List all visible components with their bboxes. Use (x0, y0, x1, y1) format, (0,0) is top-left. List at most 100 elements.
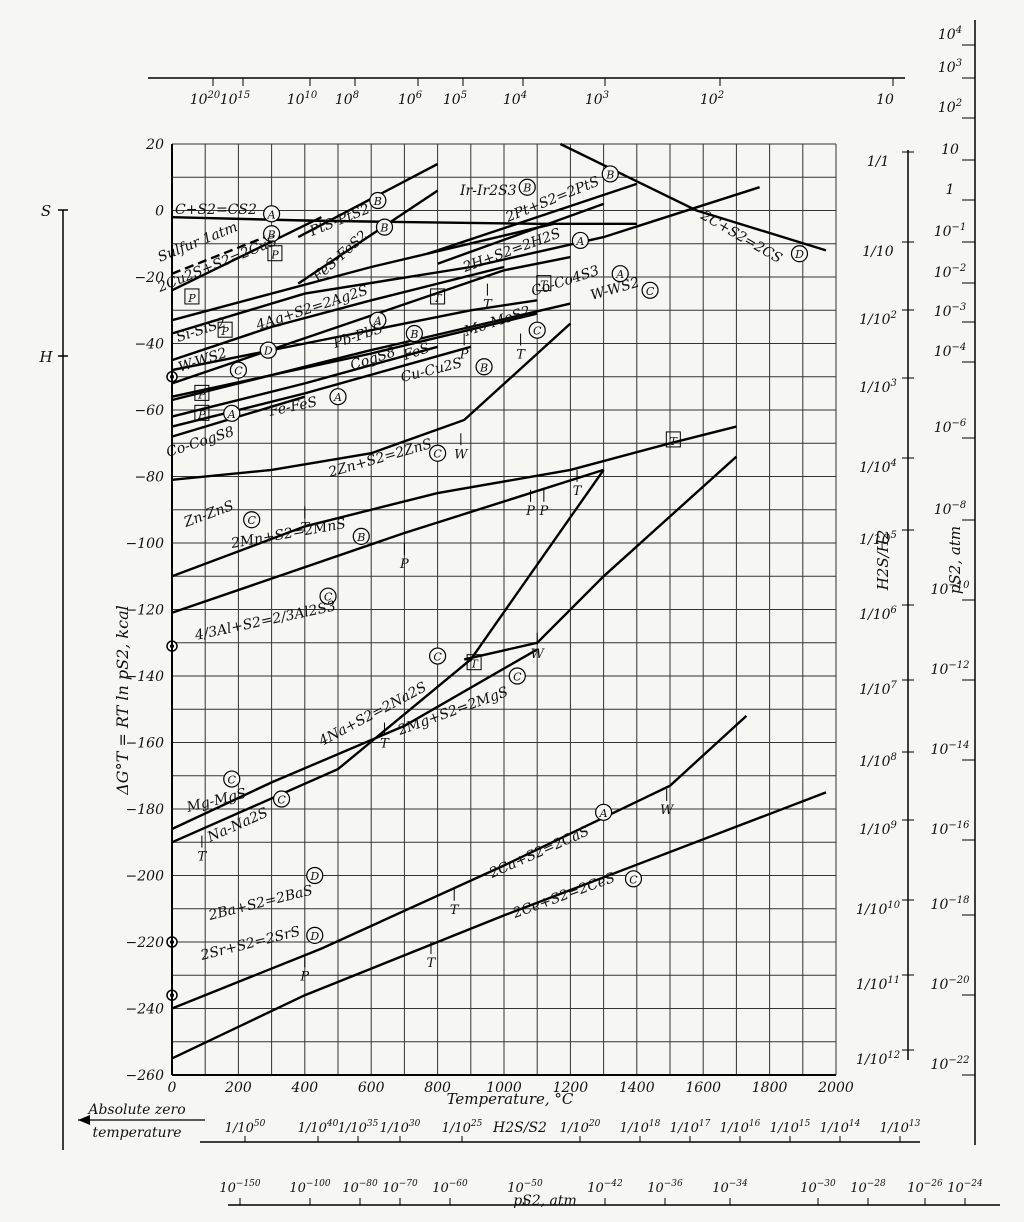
circled-letter: B (479, 361, 488, 374)
series-label: 2Ba+S2=2BaS (206, 883, 314, 925)
phase-marker: T (380, 737, 390, 752)
y-tick-label: −200 (126, 869, 165, 885)
top-scale-label: 108 (335, 90, 359, 108)
bottom-scale-h2s-label: 1/1030 (380, 1119, 421, 1136)
right-scale-h2s-label: 1/1011 (856, 975, 900, 993)
circled-letter-ring (641, 281, 659, 299)
top-scale-label: 106 (398, 90, 423, 108)
bottom-scale-h2s-label: 1/1020 (560, 1119, 601, 1136)
y-tick-label: 0 (155, 204, 164, 220)
right-scale-h2s-title: H2S/H2 (874, 530, 892, 592)
phase-marker: T (450, 903, 460, 918)
series-line (171, 469, 605, 844)
bottom-scale-ps2-label: 10−34 (712, 1179, 748, 1196)
bottom-scale-h2s-title: H2S/S2 (492, 1120, 547, 1136)
bottom-scale-h2s-label: 1/1016 (720, 1119, 761, 1136)
circled-letter-ring (594, 803, 613, 821)
phase-marker: W (660, 803, 675, 818)
right-scale-h2s-label: 1/1012 (856, 1050, 900, 1068)
circled-letter-ring (369, 191, 387, 210)
circled-letter: A (615, 268, 624, 281)
y-tick-label: −40 (134, 337, 164, 353)
circled-letter-ring (229, 361, 247, 379)
series-label: 2Ce+S2=2CeS (510, 870, 617, 922)
series-line (171, 255, 571, 385)
circled-letter-ring (405, 324, 423, 343)
right-scale-ps2-label: 1 (946, 182, 955, 198)
top-scale-label: 1015 (220, 90, 251, 108)
series-line (171, 216, 322, 292)
series-line (427, 182, 638, 255)
circled-letter-ring (369, 311, 387, 329)
top-scale-label: 103 (585, 90, 609, 108)
top-scale-label: 10 (876, 92, 894, 108)
x-tick-label: 800 (424, 1080, 451, 1096)
circled-letter-ring (624, 870, 643, 888)
series-label: Zn-ZnS (181, 498, 236, 531)
circled-letter-ring (790, 245, 809, 263)
circled-letter: C (324, 591, 333, 604)
x-axis-title: Temperature, °C (447, 1090, 574, 1108)
circled-letter: A (267, 208, 276, 221)
series-label: Si-SiS2 (174, 315, 228, 346)
bottom-scale-h2s-label: 1/1014 (820, 1119, 861, 1136)
circled-letter-ring (528, 321, 546, 339)
circled-letter: B (356, 531, 365, 544)
bottom-scale-h2s-label: 1/1018 (620, 1119, 661, 1136)
phase-marker: T (573, 484, 583, 499)
circled-letter-ring (375, 218, 394, 236)
boxed-marker: P (187, 292, 196, 305)
right-scale-ps2-label: 102 (938, 98, 962, 116)
phase-marker: P (525, 504, 535, 519)
series-line (171, 265, 505, 362)
series-line (297, 162, 439, 239)
circled-letter: C (513, 671, 522, 684)
x-tick-label: 400 (290, 1080, 318, 1096)
boxed-marker-frame (184, 288, 200, 305)
right-scale-h2s-label: 1/108 (859, 752, 897, 770)
circled-letter-ring (306, 926, 324, 944)
series-line (559, 142, 827, 252)
series-label: 4/3Al+S2=2/3Al2S3 (193, 598, 338, 644)
series-line (171, 345, 438, 418)
right-scale-ps2-label: 10−18 (931, 895, 970, 913)
x-tick-label: 2000 (817, 1080, 854, 1096)
circled-letter-ring (429, 647, 447, 665)
series-line (171, 186, 760, 335)
series-label: 2Sr+S2=2SrS (198, 924, 302, 964)
right-scale-ps2-label: 10 (941, 142, 959, 158)
series-line (171, 425, 737, 578)
boxed-marker-frame (430, 288, 446, 305)
circled-letter: B (267, 228, 276, 241)
x-tick-label: 1400 (619, 1080, 655, 1096)
right-scale-ps2-title: pS2, atm (946, 526, 964, 594)
right-scale-h2s-label: 1/1 (867, 154, 890, 170)
circled-letter-ring (263, 225, 281, 243)
x-tick-label: 0 (168, 1080, 177, 1096)
y-tick-label: −160 (126, 736, 165, 752)
bottom-scale-ps2-label: 10−42 (587, 1179, 623, 1196)
series-line (171, 312, 538, 398)
boxed-marker: T (670, 435, 679, 448)
phase-marker: T (516, 348, 526, 363)
right-scale-h2s-label: 1/102 (859, 310, 897, 328)
boxed-marker-frame (267, 245, 283, 262)
bottom-scale-h2s-label: 1/1050 (225, 1119, 266, 1136)
boxed-marker-frame (536, 275, 552, 292)
bottom-scale-ps2-label: 10−36 (647, 1179, 683, 1196)
right-scale-h2s-label: 1/1010 (856, 900, 901, 918)
series-label: Na-Na2S (204, 805, 270, 846)
x-tick-label: 1800 (752, 1080, 788, 1096)
series-line (171, 648, 538, 831)
y-tick-label: −220 (126, 935, 165, 951)
absolute-zero-label: temperature (92, 1125, 181, 1141)
circled-letter-ring (429, 444, 447, 462)
right-scale-ps2-label: 10−4 (934, 342, 967, 360)
circled-letter: A (227, 408, 236, 421)
circled-letter: A (575, 235, 584, 248)
bottom-scale-ps2-label: 10−28 (850, 1179, 886, 1196)
top-scale-label: 1020 (190, 90, 221, 108)
boxed-marker-frame (194, 384, 210, 401)
series-line (171, 222, 555, 322)
boxed-marker: P (197, 388, 206, 401)
